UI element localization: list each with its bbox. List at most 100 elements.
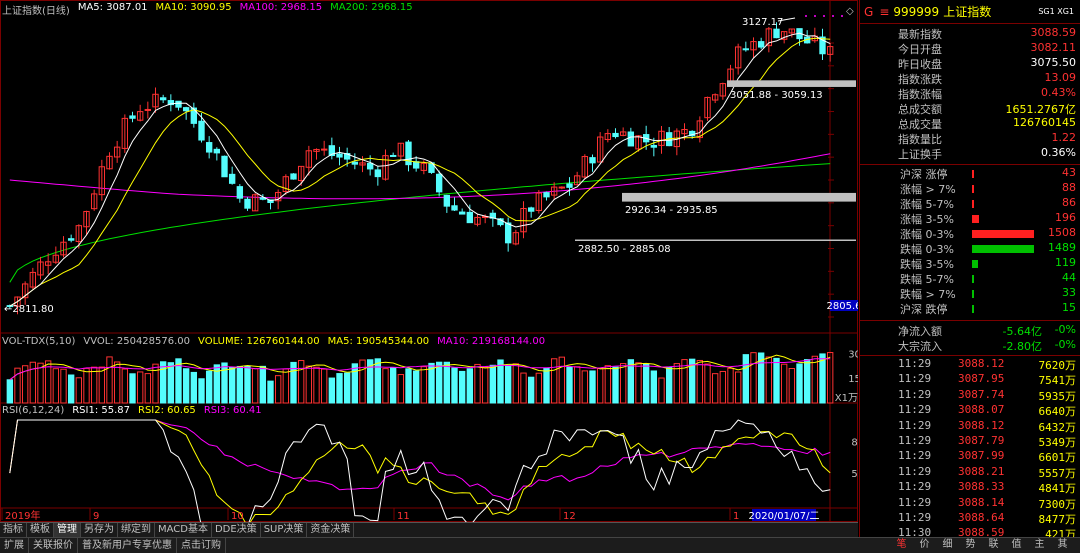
volume-bar xyxy=(596,367,604,404)
price-axis-label: 2800 xyxy=(857,313,858,324)
status-item-0[interactable]: 扩展 xyxy=(0,538,29,553)
status-item-2[interactable]: 普及新用户专享优惠 xyxy=(78,538,177,553)
candle-body xyxy=(604,133,612,141)
vvol-legend: VVOL: 250428576.00 xyxy=(83,336,191,347)
vol-ma10-legend: MA10: 219168144.00 xyxy=(437,336,546,347)
ma5-legend: MA5: 3087.01 xyxy=(77,2,148,13)
volume-bar xyxy=(259,365,267,404)
candle-body xyxy=(773,28,780,39)
quote-row-value: 13.09 xyxy=(1044,71,1077,84)
kline-chart-svg[interactable]: 3100 3075 3050 3025 3000 2975 2950 2925 2900 2875… xyxy=(0,0,858,522)
volume-bar xyxy=(6,379,14,404)
tick-price: 3088.12 xyxy=(958,418,1005,432)
breadth-bar-down xyxy=(972,260,978,268)
breadth-value: 1489 xyxy=(1048,241,1076,254)
high-pointer xyxy=(777,17,796,22)
breadth-label: 沪深 涨停 xyxy=(900,168,948,181)
candle-body xyxy=(650,144,658,148)
date-axis-label: 2019年 xyxy=(5,509,40,522)
candle-body xyxy=(67,238,75,241)
quote-row-label: 总成交额 xyxy=(898,103,942,116)
zone1-label: 3051.88 - 3059.13 xyxy=(730,90,823,101)
breadth-bar-down xyxy=(972,245,1034,253)
tab-7[interactable]: SUP决策 xyxy=(261,523,308,537)
tick-row: 11:29 3087.95 7541万 xyxy=(860,372,1080,387)
candle-body xyxy=(167,100,175,106)
tick-volume: 7620万 xyxy=(1038,359,1077,372)
quote-row-value: 3075.50 xyxy=(1030,56,1077,69)
candle-body xyxy=(305,150,313,168)
breadth-label: 涨幅 3-5% xyxy=(900,213,954,226)
menu-icon[interactable]: ≡ xyxy=(879,4,890,19)
ma100-legend: MA100: 2968.15 xyxy=(239,2,323,13)
flow-label: 大宗流入 xyxy=(898,340,942,353)
price-axis-label: 3100 xyxy=(857,39,858,50)
tab-4[interactable]: 绑定到 xyxy=(118,523,155,537)
tab-6[interactable]: DDE决策 xyxy=(212,523,261,537)
volume-bar xyxy=(83,367,90,404)
candle-body xyxy=(83,210,90,228)
candle-body xyxy=(405,141,412,166)
candle-body xyxy=(780,31,788,40)
candle-body xyxy=(397,142,405,157)
rsi-axis-label: 80.00 xyxy=(851,437,858,448)
status-item-1[interactable]: 关联报价 xyxy=(29,538,78,553)
volume-bar xyxy=(37,362,44,404)
tab-2[interactable]: 管理 xyxy=(54,523,81,537)
tab-1[interactable]: 模板 xyxy=(27,523,54,537)
volume-bar xyxy=(773,357,780,404)
breadth-label: 跌幅 5-7% xyxy=(900,273,954,286)
kline-chart-area[interactable]: 3100 3075 3050 3025 3000 2975 2950 2925 2900 2875… xyxy=(0,0,858,522)
tab-5[interactable]: MACD基本 xyxy=(155,523,212,537)
volume-bar xyxy=(550,358,558,404)
candle-body xyxy=(205,142,213,153)
tick-volume: 5557万 xyxy=(1038,466,1077,480)
candle-body xyxy=(573,175,581,186)
right-tab-0[interactable]: 笔 xyxy=(896,539,907,550)
tab-0[interactable]: 指标 xyxy=(0,523,27,537)
candle-body xyxy=(734,46,742,69)
volume-bar xyxy=(251,368,259,404)
tab-3[interactable]: 另存为 xyxy=(81,523,118,537)
volume-bar xyxy=(696,359,704,404)
quote-row-label: 最新指数 xyxy=(898,28,942,41)
tick-row: 11:29 3088.12 6432万 xyxy=(860,419,1080,434)
right-tab-1[interactable]: 价 xyxy=(919,539,930,550)
quote-tag[interactable]: G xyxy=(864,4,874,19)
signal-dot xyxy=(814,15,816,17)
date-axis-label: 11 xyxy=(397,511,410,522)
right-tab-4[interactable]: 联 xyxy=(988,539,999,550)
tab-8[interactable]: 资金决策 xyxy=(307,523,355,537)
right-tab-7[interactable]: 其 xyxy=(1057,539,1068,550)
volume-bar xyxy=(742,354,750,404)
breadth-value: 88 xyxy=(1062,181,1076,194)
candle-body xyxy=(221,155,228,178)
status-item-3[interactable]: 点击订购 xyxy=(177,538,226,553)
candle-body xyxy=(658,130,665,146)
volume-bar xyxy=(443,361,451,404)
breadth-label: 跌幅 3-5% xyxy=(900,258,954,271)
candle-body xyxy=(190,107,198,124)
chart-settings-icon: ◇ xyxy=(846,6,854,17)
price-axis-label: 2950 xyxy=(857,176,858,187)
right-tab-2[interactable]: 细 xyxy=(942,539,953,550)
quote-badge[interactable]: SG1 XG1 xyxy=(1038,7,1074,16)
volume-bar xyxy=(21,365,29,404)
quote-code: 999999 xyxy=(893,4,940,19)
date-axis-label: 12 xyxy=(563,511,576,522)
vol-indicator-name: VOL-TDX(5,10) xyxy=(2,336,76,347)
signal-dot xyxy=(832,15,834,17)
right-tab-5[interactable]: 值 xyxy=(1011,539,1022,550)
date-axis-label: 1 xyxy=(733,511,739,522)
right-tab-3[interactable]: 势 xyxy=(965,539,976,550)
quote-row: 指数涨跌 13.09 xyxy=(860,71,1080,86)
tick-list[interactable]: 11:29 3088.12 7620万 11:29 3087.95 7541万 11:29 3… xyxy=(860,356,1080,542)
volume-bar xyxy=(757,352,765,404)
breadth-label: 涨幅 5-7% xyxy=(900,198,954,211)
quote-row-value: 0.36% xyxy=(1041,146,1076,159)
tick-price: 3087.95 xyxy=(958,372,1005,386)
tick-volume: 6601万 xyxy=(1038,451,1077,465)
right-tab-6[interactable]: 主 xyxy=(1034,539,1045,550)
price-axis-label: 2925 xyxy=(857,199,858,210)
volume-bar xyxy=(382,368,389,404)
